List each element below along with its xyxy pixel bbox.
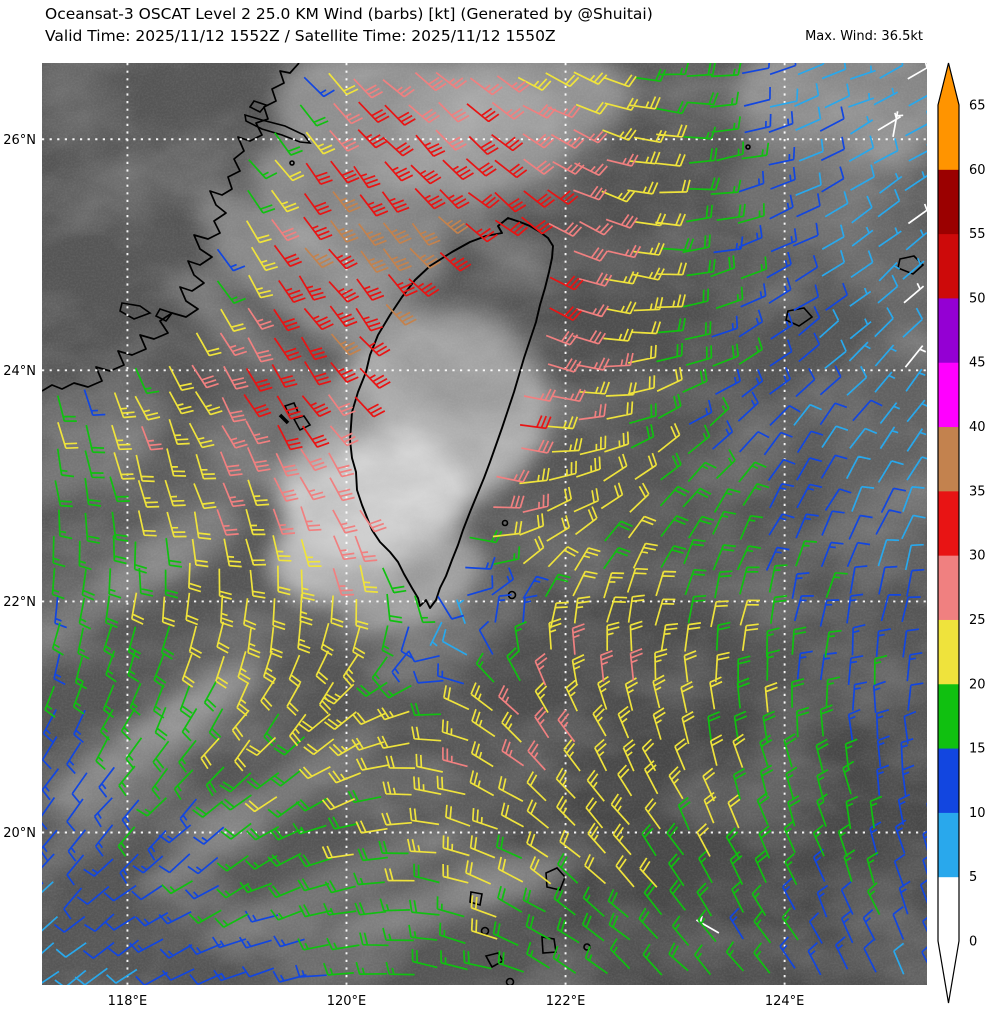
colorbar-band	[938, 297, 959, 363]
penghu-islands	[278, 413, 290, 425]
colorbar-tick-label: 0	[969, 935, 977, 950]
colorbar-tick-label: 45	[969, 356, 986, 371]
colorbar-band	[938, 426, 959, 492]
lat-tick-label: 22°N	[3, 595, 36, 610]
lon-tick-label: 118°E	[108, 994, 148, 1009]
colorbar-band	[938, 876, 959, 942]
wind-barbs-25-30kt	[141, 71, 643, 771]
colorbar-tick-label: 55	[969, 227, 986, 242]
colorbar-tick-label: 15	[969, 742, 986, 757]
colorbar-band	[938, 619, 959, 685]
colorbar-tick-label: 40	[969, 420, 986, 435]
wind-barbs-15-20kt	[44, 63, 888, 976]
coastline-china	[42, 63, 300, 392]
grain-texture	[42, 63, 927, 985]
max-wind-label: Max. Wind: 36.5kt	[805, 29, 923, 44]
lon-tick-label: 122°E	[546, 994, 586, 1009]
wind-barbs-5-10kt	[42, 63, 927, 985]
colorbar-band	[938, 490, 959, 556]
wind-barbs-35-40kt	[304, 191, 469, 356]
lat-tick-label: 26°N	[3, 133, 36, 148]
colorbar: 0 5 10 15 20 25 30 35 40 45 50 55 60 65	[937, 62, 986, 1004]
coastline-taiwan	[349, 217, 554, 609]
colorbar-band	[938, 105, 959, 170]
axis-labels: 26°N 24°N 22°N 20°N 118°E 120°E 122°E 124°E	[3, 133, 804, 1009]
lat-tick-label: 24°N	[3, 364, 36, 379]
colorbar-tick-label: 50	[969, 291, 986, 306]
wind-barbs-20-25kt	[57, 71, 778, 940]
colorbar-band	[938, 555, 959, 620]
lat-tick-label: 20°N	[3, 826, 36, 841]
wind-barb-layer	[42, 63, 927, 985]
chart-title: Oceansat-3 OSCAT Level 2 25.0 KM Wind (b…	[45, 5, 653, 23]
colorbar-tick-label: 5	[969, 870, 977, 885]
colorbar-band	[938, 748, 959, 813]
colorbar-outline	[937, 62, 960, 1004]
colorbar-tick-label: 35	[969, 484, 986, 499]
wind-barbs-30-35kt	[243, 101, 584, 451]
colorbar-tick-label: 60	[969, 163, 986, 178]
colorbar-band	[938, 169, 959, 235]
chart-subtitle: Valid Time: 2025/11/12 1552Z / Satellite…	[45, 27, 556, 45]
colorbar-tick-label: 10	[969, 806, 986, 821]
colorbar-band	[938, 362, 959, 428]
colorbar-tick-label: 65	[969, 99, 986, 114]
colorbar-band	[938, 233, 959, 299]
colorbar-band	[938, 812, 959, 878]
colorbar-tick-label: 30	[969, 549, 986, 564]
lon-tick-label: 120°E	[327, 994, 367, 1009]
lon-tick-label: 124°E	[765, 994, 805, 1009]
colorbar-over-arrow	[938, 63, 959, 105]
colorbar-band	[938, 683, 959, 749]
map-area	[42, 63, 927, 985]
wind-barbs-10-15kt	[42, 63, 927, 985]
colorbar-under-arrow	[938, 941, 959, 1003]
colorbar-tick-label: 25	[969, 613, 986, 628]
wind-barbs-0-5kt	[695, 63, 927, 934]
colorbar-tick-label: 20	[969, 677, 986, 692]
